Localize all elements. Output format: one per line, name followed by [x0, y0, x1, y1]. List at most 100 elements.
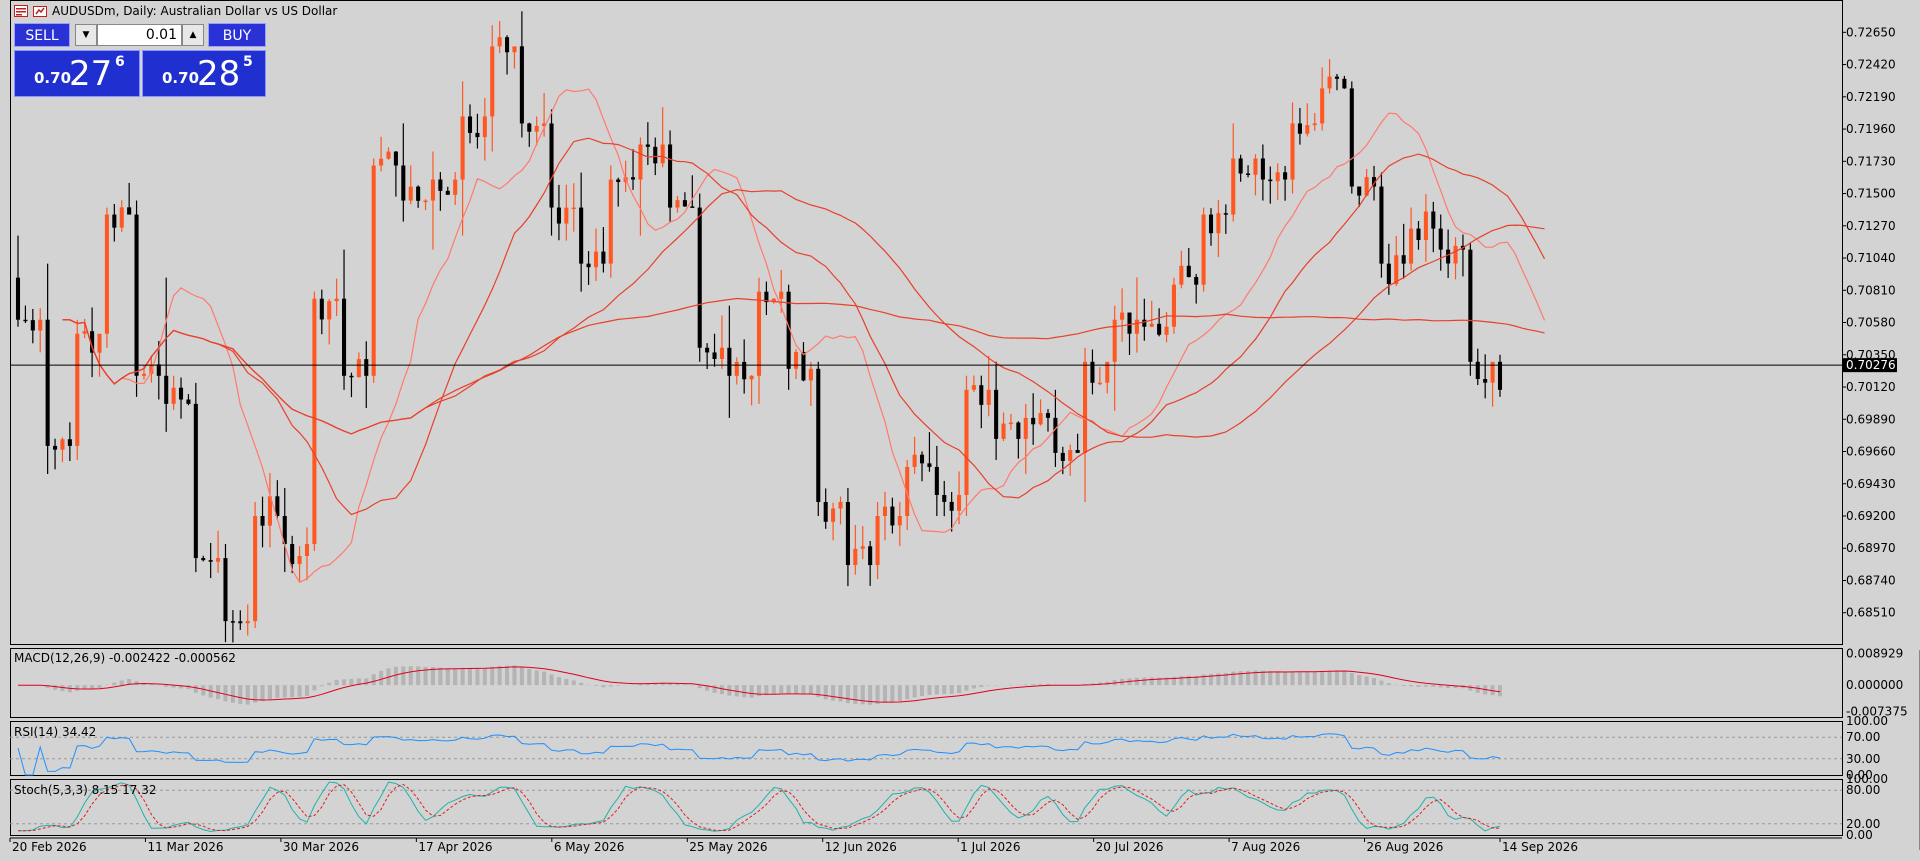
candle — [994, 361, 999, 460]
macd-bar — [97, 685, 102, 688]
macd-bar — [1038, 683, 1043, 686]
candle-body — [482, 116, 487, 138]
sell-price-quote[interactable]: 0.70 27 6 — [14, 50, 140, 97]
candle-body — [845, 501, 850, 566]
chart-window-icon[interactable] — [14, 5, 28, 17]
candle — [1349, 81, 1354, 194]
macd-bar — [1283, 672, 1288, 686]
candle-body — [979, 385, 984, 405]
macd-bar — [1246, 670, 1251, 686]
candle-body — [260, 516, 265, 526]
triangle-down-icon: ▼ — [82, 30, 90, 40]
candle-body — [290, 544, 295, 565]
macd-bar — [482, 668, 487, 686]
candle — [164, 277, 169, 432]
candle-body — [579, 207, 584, 264]
price-axis-label: 0.71500 — [1846, 187, 1896, 201]
candle-body — [356, 359, 361, 378]
candle-body — [786, 291, 791, 369]
candle — [1023, 403, 1028, 474]
candle-body — [490, 46, 495, 117]
candle-body — [393, 151, 398, 166]
candle — [949, 492, 954, 532]
price-axis-label: 0.68740 — [1846, 573, 1896, 587]
candle-body — [586, 263, 591, 268]
ma-slowest-line — [62, 297, 1545, 435]
candle-body — [1164, 326, 1169, 335]
date-axis-label: 12 Jun 2026 — [825, 840, 897, 854]
candle-body — [1453, 245, 1458, 264]
symbol-info-icon[interactable] — [33, 5, 47, 17]
date-axis-label: 25 May 2026 — [689, 840, 767, 854]
lot-decrease-button[interactable]: ▼ — [75, 24, 97, 46]
macd-bar — [1179, 676, 1184, 686]
candle — [453, 172, 458, 205]
sell-price-prefix: 0.70 — [34, 69, 72, 87]
candle — [868, 540, 873, 586]
macd-bar — [712, 685, 717, 693]
candle — [497, 21, 502, 54]
candle — [1364, 169, 1369, 197]
macd-bar — [564, 678, 569, 686]
candle-body — [1490, 361, 1495, 383]
candle — [897, 502, 902, 546]
candle-body — [1127, 312, 1132, 334]
buy-price-quote[interactable]: 0.70 28 5 — [142, 50, 266, 97]
candle — [1253, 154, 1258, 196]
candle-body — [1364, 177, 1369, 196]
candle-body — [1008, 422, 1013, 425]
candle — [201, 555, 206, 562]
macd-bar — [497, 665, 502, 686]
candle — [1423, 194, 1428, 262]
candle — [430, 151, 435, 250]
macd-bar — [949, 685, 954, 694]
macd-bar — [1431, 685, 1436, 687]
candle — [1431, 201, 1436, 253]
price-axis-label: 0.68510 — [1846, 606, 1896, 620]
sell-button[interactable]: SELL — [14, 23, 70, 47]
lot-size-input[interactable] — [97, 24, 182, 46]
macd-bar — [527, 668, 532, 686]
candle-body — [445, 190, 450, 195]
candle — [831, 502, 836, 541]
price-axis-label: 0.70120 — [1846, 380, 1896, 394]
date-axis-label: 20 Jul 2026 — [1096, 840, 1164, 854]
candle-body — [1001, 423, 1006, 439]
candle-body — [304, 544, 310, 557]
macd-bar — [571, 680, 576, 686]
macd-bar — [297, 685, 302, 697]
macd-bar — [1134, 677, 1139, 686]
candle-body — [1246, 173, 1251, 175]
candle — [749, 375, 754, 406]
candle — [1223, 204, 1228, 234]
macd-bar — [275, 685, 280, 698]
macd-bar — [267, 685, 272, 700]
candle — [1468, 242, 1473, 376]
candle — [1031, 393, 1036, 445]
candle — [423, 199, 428, 211]
stoch-pane-border — [10, 779, 1843, 836]
macd-bar — [90, 685, 95, 689]
candle — [364, 341, 369, 408]
buy-button[interactable]: BUY — [208, 23, 266, 47]
candle — [1483, 354, 1488, 399]
candle-body — [942, 494, 947, 502]
macd-bar — [823, 685, 828, 700]
candle — [579, 172, 584, 292]
candle — [178, 377, 184, 419]
lot-increase-button[interactable]: ▲ — [182, 24, 204, 46]
candle-body — [1409, 228, 1414, 264]
candle-body — [1297, 123, 1302, 134]
candle-body — [275, 496, 280, 516]
candle — [823, 488, 828, 529]
candle-body — [423, 200, 428, 203]
stoch-axis-label: 100.00 — [1846, 772, 1888, 786]
candle-body — [1386, 263, 1391, 284]
candle-body — [1149, 323, 1154, 327]
candle — [1497, 354, 1503, 397]
candle-body — [630, 177, 636, 180]
candle-body — [890, 506, 895, 526]
candle-body — [742, 361, 747, 380]
macd-bar — [312, 685, 317, 691]
